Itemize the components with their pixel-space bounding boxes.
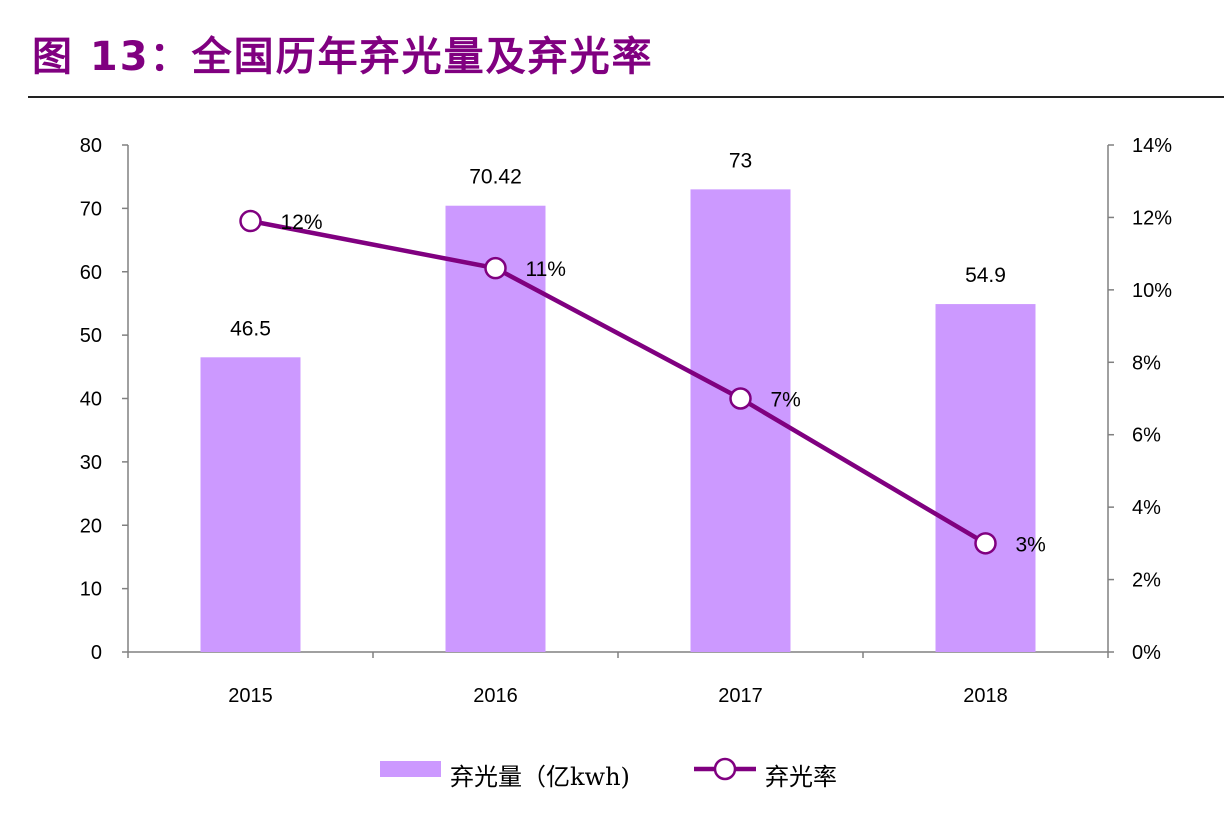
bar xyxy=(445,205,546,652)
bar-data-label: 73 xyxy=(729,149,752,172)
left-tick-label: 20 xyxy=(80,515,102,537)
right-tick-label: 6% xyxy=(1132,425,1161,447)
right-tick-label: 12% xyxy=(1132,207,1172,229)
legend-bar-swatch xyxy=(380,761,441,777)
chart-title: 图 13：全国历年弃光量及弃光率 xyxy=(32,34,654,80)
x-tick-label: 2016 xyxy=(473,685,518,707)
bar xyxy=(935,304,1036,652)
legend-bar-label: 弃光量（亿kwh) xyxy=(450,763,630,791)
bar-data-label: 70.42 xyxy=(469,166,522,189)
rate-data-label: 12% xyxy=(281,211,323,234)
legend-line-label: 弃光率 xyxy=(765,763,837,791)
x-tick-label: 2018 xyxy=(963,685,1008,707)
right-tick-label: 14% xyxy=(1132,135,1172,157)
rate-data-label: 11% xyxy=(526,258,566,281)
bar xyxy=(200,357,301,652)
left-tick-label: 40 xyxy=(80,389,102,411)
title-divider xyxy=(28,96,1224,98)
left-tick-label: 80 xyxy=(80,135,102,157)
right-tick-label: 8% xyxy=(1132,352,1161,374)
left-tick-label: 60 xyxy=(80,262,102,284)
left-tick-label: 10 xyxy=(80,579,102,601)
right-tick-label: 10% xyxy=(1132,280,1172,302)
rate-data-label: 7% xyxy=(771,389,801,412)
right-tick-label: 4% xyxy=(1132,497,1161,519)
bar-data-label: 46.5 xyxy=(230,317,271,340)
left-tick-label: 50 xyxy=(80,325,102,347)
right-tick-label: 0% xyxy=(1132,642,1161,664)
left-tick-label: 30 xyxy=(80,452,102,474)
left-tick-label: 0 xyxy=(91,642,102,664)
right-tick-label: 2% xyxy=(1132,570,1161,592)
rate-data-label: 3% xyxy=(1016,533,1046,556)
x-tick-label: 2015 xyxy=(228,685,273,707)
rate-line xyxy=(250,218,987,546)
rate-point xyxy=(974,532,997,555)
rate-point xyxy=(729,387,752,410)
rate-point xyxy=(239,209,262,233)
x-tick-label: 2017 xyxy=(718,685,763,707)
legend-line-marker xyxy=(713,757,737,781)
rate-point xyxy=(484,256,507,280)
bar-data-label: 54.9 xyxy=(965,264,1006,287)
left-tick-label: 70 xyxy=(80,198,102,220)
